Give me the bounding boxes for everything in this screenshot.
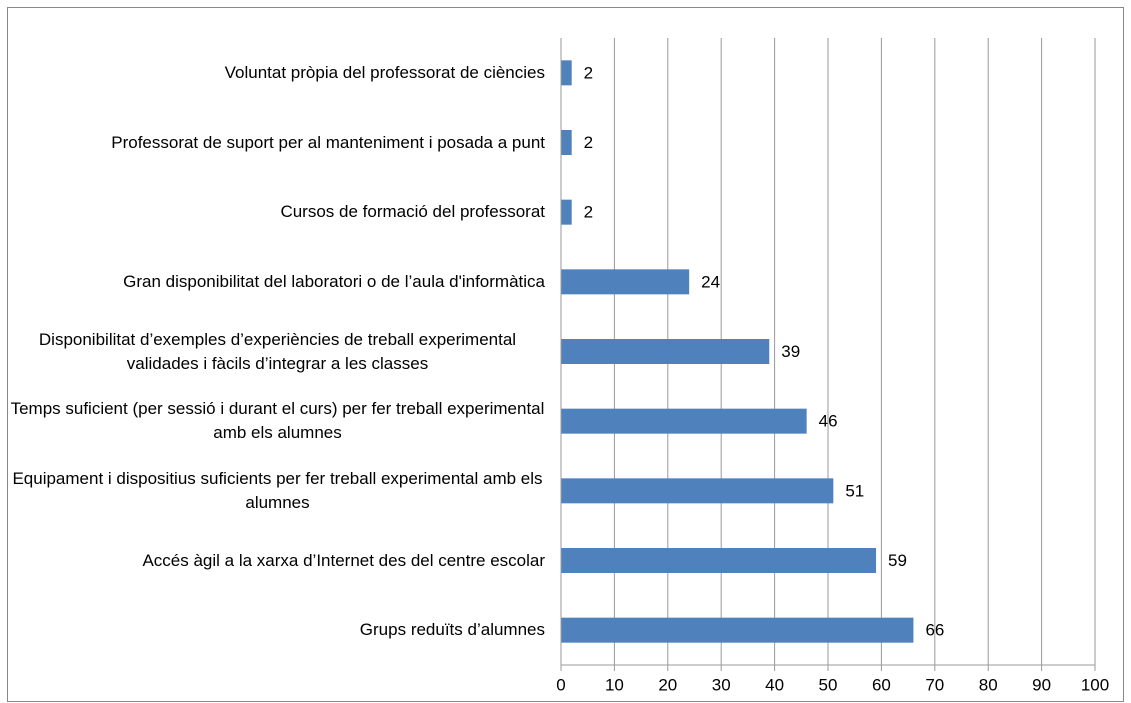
value-label: 51: [845, 481, 864, 500]
value-label: 66: [925, 621, 944, 640]
category-label: Accés àgil a la xarxa d’Internet des del…: [10, 549, 545, 573]
x-tick-label: 0: [556, 675, 565, 694]
x-tick-label: 20: [658, 675, 677, 694]
category-text: Accés àgil a la xarxa d’Internet des del…: [142, 550, 545, 570]
value-label: 2: [584, 63, 593, 82]
value-label: 24: [701, 272, 720, 291]
category-text: Equipament i dispositius suficients per …: [12, 468, 543, 512]
category-label: Cursos de formació del professorat: [10, 200, 545, 224]
x-tick-label: 30: [712, 675, 731, 694]
category-text: Temps suficient (per sessió i durant el …: [10, 399, 545, 443]
value-label: 2: [584, 203, 593, 222]
category-label: Gran disponibilitat del laboratori o de …: [10, 270, 545, 294]
category-text: Cursos de formació del professorat: [280, 202, 545, 222]
x-tick-label: 50: [819, 675, 838, 694]
category-label: Equipament i dispositius suficients per …: [10, 467, 545, 515]
category-label: Voluntat pròpia del professorat de ciènc…: [10, 61, 545, 85]
bar: [561, 617, 914, 643]
bar: [561, 478, 834, 504]
category-text: Grups reduïts d’alumnes: [359, 620, 545, 640]
x-tick-label: 10: [605, 675, 624, 694]
category-text: Professorat de suport per al manteniment…: [111, 132, 545, 152]
bar: [561, 339, 770, 364]
category-label: Grups reduïts d’alumnes: [10, 618, 545, 642]
x-tick-label: 100: [1081, 675, 1109, 694]
chart-frame: [7, 7, 1124, 702]
bar: [561, 269, 690, 295]
x-tick-label: 80: [979, 675, 998, 694]
value-label: 59: [888, 551, 907, 570]
bar: [561, 199, 572, 225]
x-tick-label: 40: [765, 675, 784, 694]
value-label: 46: [819, 412, 838, 431]
category-label: Disponibilitat d’exemples d’experiències…: [10, 328, 545, 376]
bar: [561, 408, 807, 434]
x-tick-label: 70: [925, 675, 944, 694]
bar: [561, 60, 572, 86]
value-label: 2: [584, 133, 593, 152]
category-text: Voluntat pròpia del professorat de ciènc…: [224, 62, 545, 82]
category-label: Temps suficient (per sessió i durant el …: [10, 397, 545, 445]
x-tick-label: 90: [1032, 675, 1051, 694]
category-text: Gran disponibilitat del laboratori o de …: [123, 271, 545, 291]
category-label: Professorat de suport per al manteniment…: [10, 131, 545, 155]
category-text: Disponibilitat d’exemples d’experiències…: [38, 329, 517, 373]
value-label: 39: [781, 342, 800, 361]
x-tick-label: 60: [872, 675, 891, 694]
bar: [561, 548, 877, 573]
bar: [561, 130, 572, 155]
